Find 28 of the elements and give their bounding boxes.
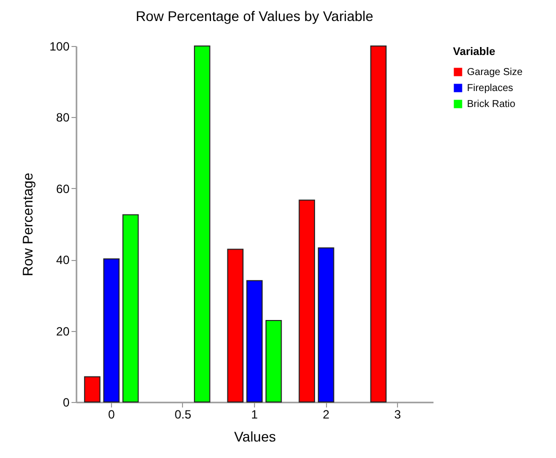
bar <box>298 200 316 402</box>
x-tick-label: 0.5 <box>174 408 192 422</box>
bar <box>227 248 244 402</box>
legend-label: Fireplaces <box>467 83 514 94</box>
y-tick-label: 60 <box>56 182 70 196</box>
bar <box>122 214 139 402</box>
chart-title: Row Percentage of Values by Variable <box>136 8 374 24</box>
x-axis-title: Values <box>234 428 276 444</box>
bar <box>194 46 210 402</box>
legend-label: Garage Size <box>467 67 524 78</box>
legend-label: Brick Ratio <box>467 99 516 110</box>
bar <box>246 280 263 402</box>
bar <box>103 258 120 402</box>
x-tick-label: 2 <box>322 408 330 422</box>
bar <box>370 46 387 402</box>
bar <box>318 247 334 402</box>
bar <box>84 376 100 402</box>
y-tick-label: 100 <box>49 40 70 54</box>
legend-title: Variable <box>453 46 496 58</box>
y-axis-title: Row Percentage <box>19 172 36 276</box>
x-tick-label: 1 <box>251 408 258 422</box>
y-tick-label: 20 <box>56 324 70 338</box>
x-tick-label: 0 <box>108 408 116 422</box>
y-tick-label: 40 <box>56 253 70 268</box>
x-tick-label: 3 <box>394 408 402 422</box>
y-tick-label: 0 <box>62 396 70 410</box>
bar <box>266 320 282 402</box>
y-tick-label: 80 <box>56 110 70 125</box>
